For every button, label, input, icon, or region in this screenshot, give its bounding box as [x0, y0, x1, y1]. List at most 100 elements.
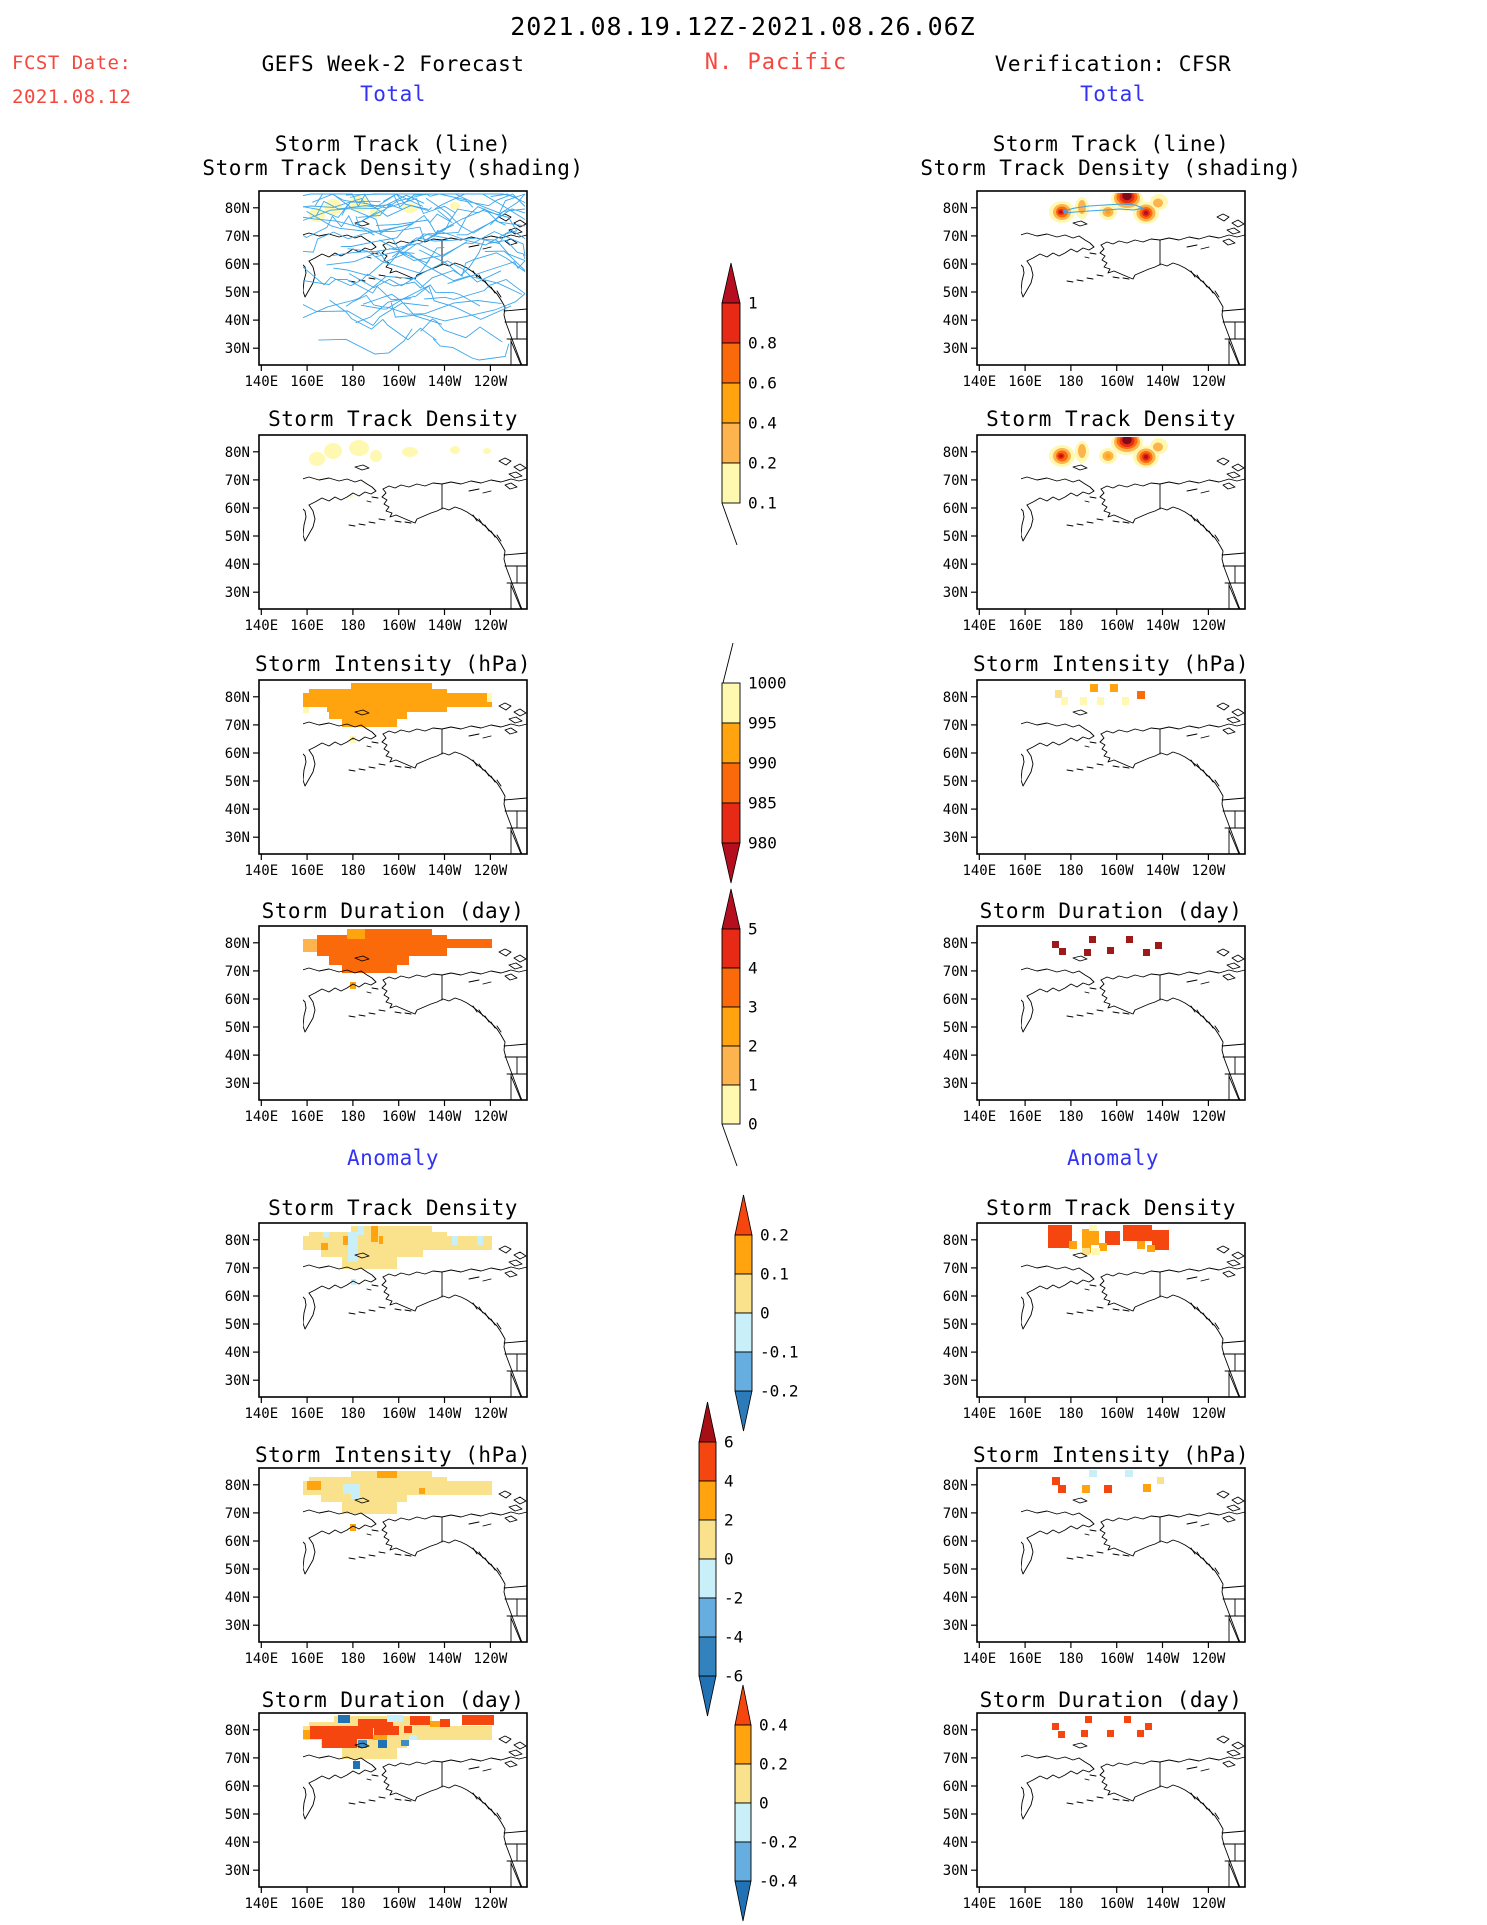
svg-text:160W: 160W — [382, 374, 416, 389]
svg-text:120W: 120W — [474, 618, 508, 633]
svg-text:60N: 60N — [943, 257, 968, 273]
svg-text:180: 180 — [1058, 374, 1083, 389]
map-left-row4: 80N 70N 60N 50N 40N 30N 140E 160E 180 160W 140W 120… — [225, 925, 528, 1124]
panel-title: Storm Intensity (hPa) — [972, 1443, 1250, 1467]
panel-title: Storm Duration (day) — [979, 899, 1243, 923]
svg-text:40N: 40N — [225, 313, 250, 329]
colorbar-storm_duration_anomaly: 0.4 0.2 0 -0.2 -0.4 — [734, 1684, 798, 1922]
svg-text:-4: -4 — [724, 1628, 743, 1647]
svg-text:40N: 40N — [943, 802, 968, 818]
svg-text:160E: 160E — [1008, 1406, 1042, 1421]
svg-text:80N: 80N — [943, 445, 968, 461]
svg-text:60N: 60N — [225, 1289, 250, 1305]
svg-text:1000: 1000 — [748, 674, 787, 693]
svg-text:120W: 120W — [1192, 1109, 1226, 1124]
svg-text:30N: 30N — [943, 1373, 968, 1389]
svg-text:140W: 140W — [428, 1109, 462, 1124]
svg-text:80N: 80N — [943, 936, 968, 952]
svg-text:70N: 70N — [225, 1506, 250, 1522]
panel-title: Storm Duration (day) — [261, 1688, 525, 1712]
svg-text:60N: 60N — [225, 1779, 250, 1795]
svg-text:160E: 160E — [1008, 1109, 1042, 1124]
svg-text:70N: 70N — [225, 229, 250, 245]
map-left-row3: 80N 70N 60N 50N 40N 30N 140E 160E 180 160W 140W 120… — [225, 679, 528, 878]
fcst-date-value: 2021.08.12 — [12, 86, 132, 108]
svg-text:140W: 140W — [428, 1406, 462, 1421]
svg-text:160W: 160W — [1100, 1651, 1134, 1666]
svg-text:30N: 30N — [943, 1618, 968, 1634]
svg-text:160W: 160W — [382, 1109, 416, 1124]
svg-text:980: 980 — [748, 834, 777, 853]
colorbar-storm_intensity_anomaly: 6 4 2 0 -2 -4 -6 — [698, 1401, 743, 1717]
svg-text:990: 990 — [748, 754, 777, 773]
svg-text:80N: 80N — [225, 1723, 250, 1739]
svg-text:0: 0 — [759, 1794, 769, 1813]
svg-text:80N: 80N — [943, 1478, 968, 1494]
svg-text:40N: 40N — [943, 1345, 968, 1361]
svg-text:160E: 160E — [290, 1651, 324, 1666]
svg-text:60N: 60N — [943, 992, 968, 1008]
svg-text:120W: 120W — [474, 1651, 508, 1666]
svg-text:120W: 120W — [474, 1109, 508, 1124]
map-right-row5: 80N 70N 60N 50N 40N 30N 140E 160E 180 160W 140W 120… — [943, 1222, 1246, 1421]
svg-text:120W: 120W — [1192, 1651, 1226, 1666]
svg-text:30N: 30N — [225, 1373, 250, 1389]
svg-text:160W: 160W — [382, 1896, 416, 1911]
svg-text:50N: 50N — [943, 1317, 968, 1333]
svg-text:4: 4 — [748, 959, 758, 978]
svg-text:140W: 140W — [428, 1651, 462, 1666]
map-left-row6: 80N 70N 60N 50N 40N 30N 140E 160E 180 160W 140W 120… — [225, 1467, 528, 1666]
svg-text:120W: 120W — [1192, 618, 1226, 633]
svg-text:-0.1: -0.1 — [760, 1343, 799, 1362]
map-right-row4: 80N 70N 60N 50N 40N 30N 140E 160E 180 160W 140W 120… — [943, 925, 1246, 1124]
svg-text:40N: 40N — [943, 1590, 968, 1606]
panel-title: Storm Duration (day) — [261, 899, 525, 923]
svg-text:140W: 140W — [1146, 618, 1180, 633]
svg-text:1: 1 — [748, 294, 758, 313]
svg-text:160W: 160W — [1100, 1109, 1134, 1124]
svg-text:180: 180 — [1058, 1651, 1083, 1666]
panel-title: Storm Track Density — [986, 407, 1236, 431]
panel-title: Storm Track Density — [268, 1196, 518, 1220]
svg-text:60N: 60N — [225, 1534, 250, 1550]
svg-text:50N: 50N — [943, 1562, 968, 1578]
svg-text:80N: 80N — [943, 1233, 968, 1249]
svg-text:50N: 50N — [225, 1562, 250, 1578]
svg-text:60N: 60N — [225, 746, 250, 762]
svg-text:30N: 30N — [225, 585, 250, 601]
svg-text:4: 4 — [724, 1472, 734, 1491]
svg-text:120W: 120W — [1192, 863, 1226, 878]
svg-text:30N: 30N — [225, 341, 250, 357]
svg-text:60N: 60N — [225, 257, 250, 273]
svg-text:120W: 120W — [474, 1406, 508, 1421]
svg-text:0: 0 — [724, 1550, 734, 1569]
map-left-row5: 80N 70N 60N 50N 40N 30N 140E 160E 180 160W 140W 120… — [225, 1222, 528, 1421]
forecast-column-title: GEFS Week-2 Forecast — [261, 52, 525, 76]
svg-text:0.2: 0.2 — [748, 454, 777, 473]
map-right-row1: 80N 70N 60N 50N 40N 30N 140E 160E 180 160W 140W 120… — [943, 190, 1246, 389]
svg-text:140E: 140E — [962, 863, 996, 878]
svg-text:5: 5 — [748, 920, 758, 939]
svg-text:160E: 160E — [290, 1896, 324, 1911]
map-right-row3: 80N 70N 60N 50N 40N 30N 140E 160E 180 160W 140W 120… — [943, 679, 1246, 878]
svg-text:70N: 70N — [943, 1506, 968, 1522]
svg-text:140W: 140W — [1146, 1651, 1180, 1666]
svg-text:60N: 60N — [943, 746, 968, 762]
anomaly-section-label-right: Anomaly — [1066, 1146, 1160, 1170]
svg-text:140E: 140E — [962, 1896, 996, 1911]
svg-text:160E: 160E — [290, 1109, 324, 1124]
svg-text:160E: 160E — [290, 1406, 324, 1421]
svg-text:120W: 120W — [474, 1896, 508, 1911]
svg-text:60N: 60N — [225, 501, 250, 517]
total-section-label-right: Total — [1080, 82, 1146, 106]
svg-text:180: 180 — [1058, 1109, 1083, 1124]
svg-text:140W: 140W — [428, 374, 462, 389]
svg-text:70N: 70N — [943, 1751, 968, 1767]
svg-text:985: 985 — [748, 794, 777, 813]
svg-text:50N: 50N — [943, 529, 968, 545]
svg-text:140E: 140E — [244, 1896, 278, 1911]
svg-text:40N: 40N — [225, 1345, 250, 1361]
svg-text:70N: 70N — [225, 473, 250, 489]
svg-text:70N: 70N — [943, 718, 968, 734]
